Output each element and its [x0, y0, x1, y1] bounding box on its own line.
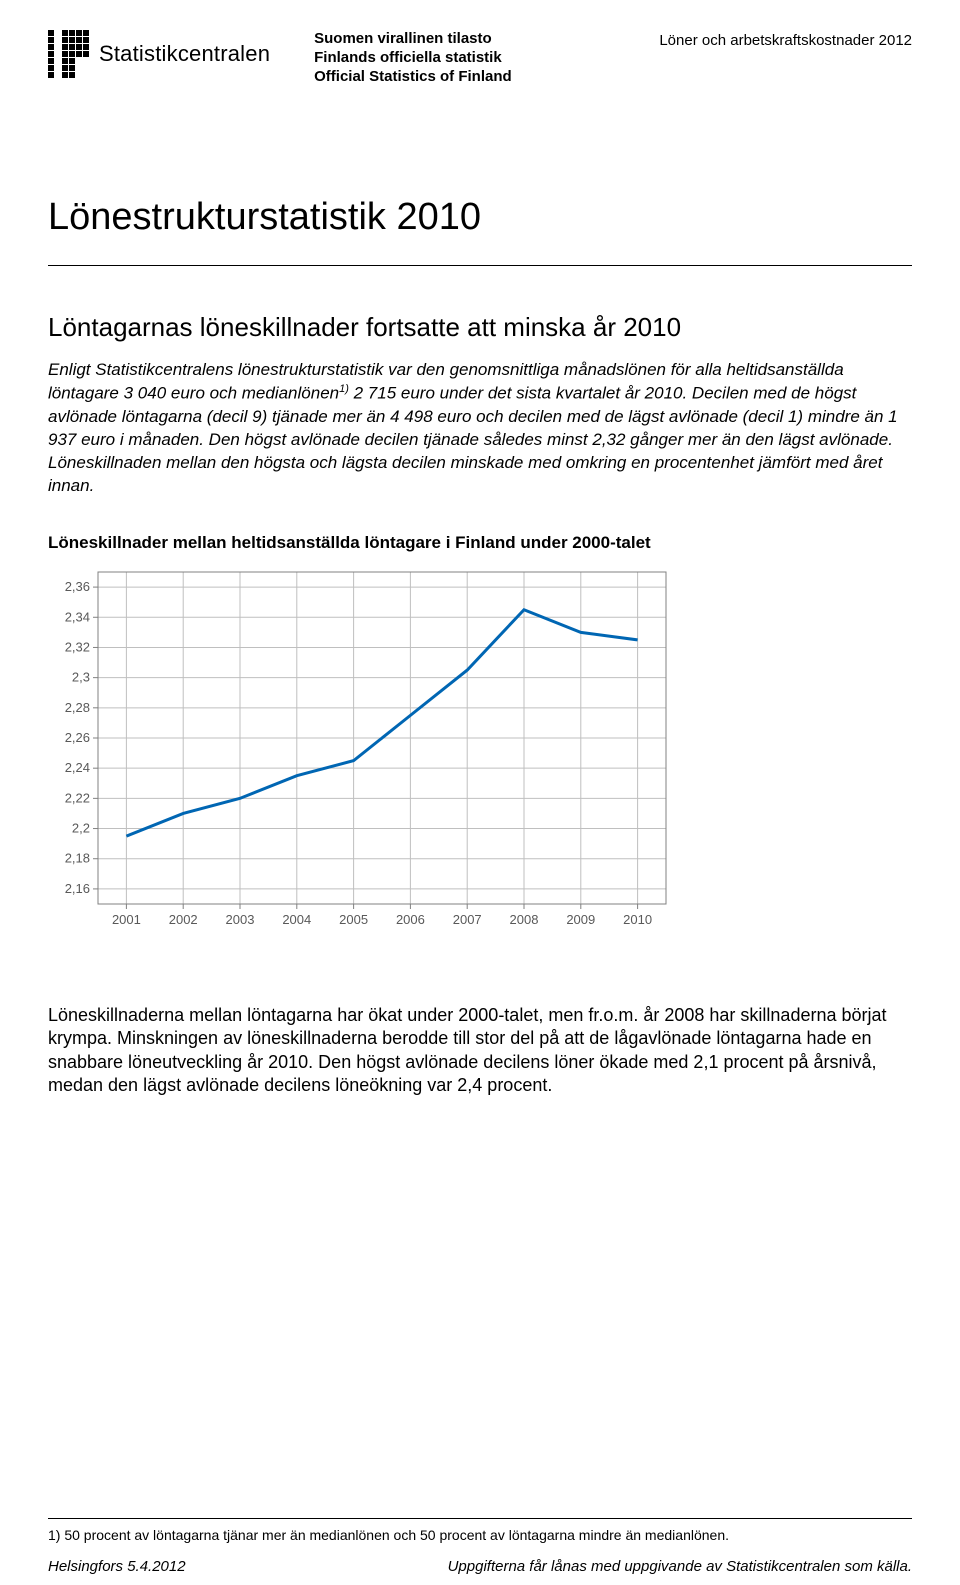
subtitle: Löntagarnas löneskillnader fortsatte att… [48, 312, 912, 343]
body-paragraph: Löneskillnaderna mellan löntagarna har ö… [48, 1004, 912, 1098]
intro-paragraph: Enligt Statistikcentralens lönestrukturs… [48, 359, 912, 497]
svg-text:2009: 2009 [566, 912, 595, 927]
svg-text:2,18: 2,18 [65, 851, 90, 866]
tagline-line: Suomen virallinen tilasto [314, 30, 512, 49]
svg-text:2,36: 2,36 [65, 579, 90, 594]
footer-source: Uppgifterna får lånas med uppgivande av … [448, 1558, 912, 1575]
title-divider [48, 265, 912, 266]
svg-text:2,2: 2,2 [72, 820, 90, 835]
svg-text:2003: 2003 [226, 912, 255, 927]
svg-text:2,16: 2,16 [65, 881, 90, 896]
page-footer: Helsingfors 5.4.2012 Uppgifterna får lån… [48, 1558, 912, 1575]
header-left: Statistikcentralen Suomen virallinen til… [48, 30, 512, 86]
document-title: Lönestrukturstatistik 2010 [48, 196, 912, 239]
brand-block: Statistikcentralen [48, 30, 270, 78]
svg-text:2,22: 2,22 [65, 790, 90, 805]
svg-text:2006: 2006 [396, 912, 425, 927]
page-header: Statistikcentralen Suomen virallinen til… [48, 30, 912, 86]
tagline-block: Suomen virallinen tilasto Finlands offic… [314, 30, 512, 86]
svg-text:2005: 2005 [339, 912, 368, 927]
svg-text:2,24: 2,24 [65, 760, 90, 775]
svg-text:2,34: 2,34 [65, 609, 90, 624]
footnote-ref: 1) [339, 383, 349, 395]
category-label: Löner och arbetskraftskostnader 2012 [659, 30, 912, 49]
tagline-line: Official Statistics of Finland [314, 68, 512, 87]
footnote-region: 1) 50 procent av löntagarna tjänar mer ä… [48, 1518, 912, 1543]
svg-text:2010: 2010 [623, 912, 652, 927]
chart-title: Löneskillnader mellan heltidsanställda l… [48, 532, 688, 554]
svg-text:2,3: 2,3 [72, 669, 90, 684]
logo-icon [48, 30, 89, 78]
svg-text:2004: 2004 [282, 912, 311, 927]
svg-text:2,32: 2,32 [65, 639, 90, 654]
svg-text:2,28: 2,28 [65, 700, 90, 715]
footnote-divider [48, 1518, 912, 1519]
tagline-line: Finlands officiella statistik [314, 49, 512, 68]
svg-text:2007: 2007 [453, 912, 482, 927]
footer-date: Helsingfors 5.4.2012 [48, 1558, 186, 1575]
svg-text:2002: 2002 [169, 912, 198, 927]
brand-name: Statistikcentralen [99, 41, 270, 67]
svg-text:2,26: 2,26 [65, 730, 90, 745]
svg-text:2001: 2001 [112, 912, 141, 927]
svg-text:2008: 2008 [510, 912, 539, 927]
footnote-text: 1) 50 procent av löntagarna tjänar mer ä… [48, 1527, 912, 1543]
chart-svg: 2,16 2,18 2,2 2,22 2,24 2,26 2,28 2,3 2,32 2,34 2,… [48, 564, 678, 934]
line-chart: 2,16 2,18 2,2 2,22 2,24 2,26 2,28 2,3 2,32 2,34 2,… [48, 564, 678, 934]
